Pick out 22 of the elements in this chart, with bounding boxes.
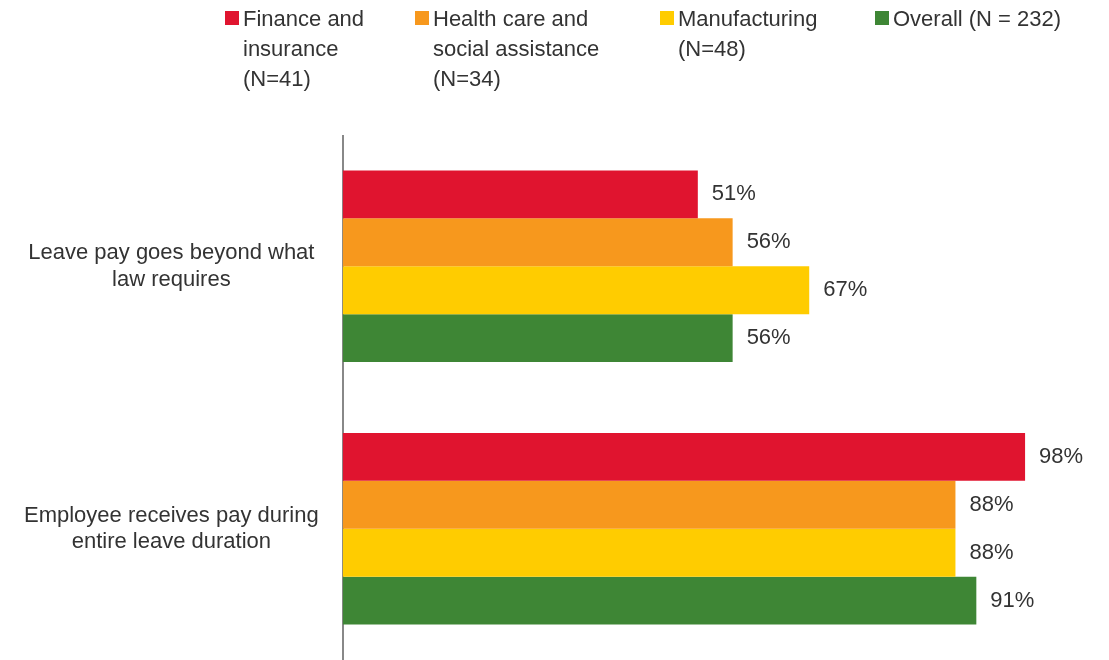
data-label: 88% [969, 538, 1014, 564]
y-tick-label: Employee receives pay during entire leave duration [24, 501, 319, 554]
bar [342, 432, 1026, 481]
bar [342, 576, 977, 625]
bar [342, 218, 733, 267]
y-tick-label: Leave pay goes beyond what law requires [28, 239, 315, 291]
data-label: 98% [1039, 442, 1084, 468]
data-label: 88% [969, 490, 1014, 516]
data-label: 56% [746, 324, 791, 350]
bar [342, 480, 956, 529]
legend-label: Finance and insurance (N=41) [243, 5, 366, 93]
data-label: 56% [746, 228, 791, 254]
bar [342, 170, 698, 219]
data-label: 51% [711, 180, 756, 206]
data-label: 91% [990, 586, 1035, 612]
legend-label: Overall (N = 232) [893, 5, 1062, 33]
legend-label: Health care and social assistance (N=34) [433, 5, 601, 93]
bar [342, 528, 956, 577]
bar [342, 266, 810, 315]
bar [342, 314, 733, 363]
legend-label: Manufacturing (N=48) [678, 5, 819, 63]
data-label: 67% [823, 276, 868, 302]
